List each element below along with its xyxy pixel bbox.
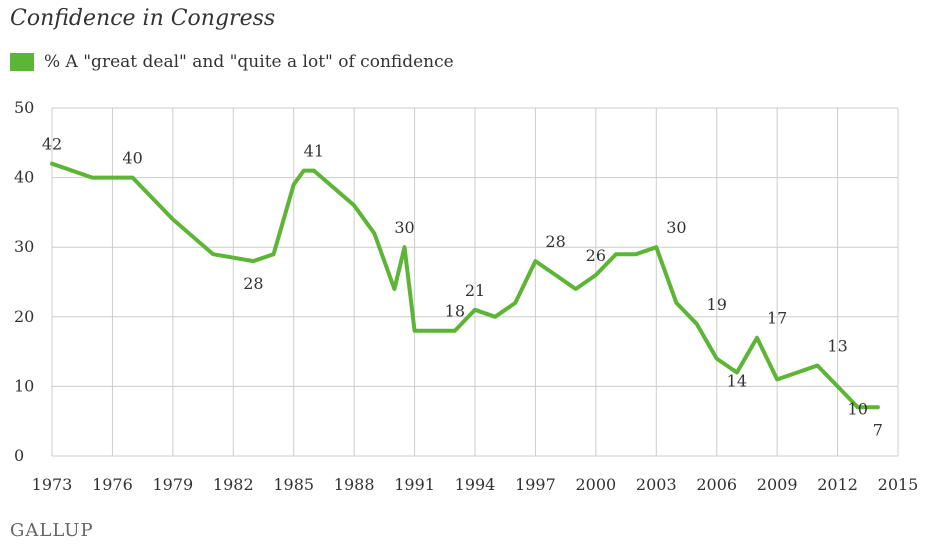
series (50, 161, 880, 410)
x-tick-label: 1988 (334, 475, 375, 494)
data-label: 10 (848, 399, 868, 418)
data-label: 28 (243, 274, 263, 293)
gallup-logo: GALLUP (10, 520, 94, 541)
data-label: 19 (707, 295, 727, 314)
x-tick-label: 1979 (152, 475, 193, 494)
data-label: 30 (666, 218, 686, 237)
chart-title: Confidence in Congress (10, 6, 276, 31)
data-label: 28 (545, 232, 565, 251)
legend-label: % A "great deal" and "quite a lot" of co… (44, 52, 454, 72)
legend: % A "great deal" and "quite a lot" of co… (10, 52, 454, 72)
x-axis-ticks: 1973 1976 1979 1982 1985 1988 1991 1994 1997 2000… (32, 475, 919, 494)
x-tick-label: 2012 (817, 475, 858, 494)
x-tick-label: 1997 (515, 475, 556, 494)
data-label: 13 (827, 337, 847, 356)
data-label: 41 (304, 142, 324, 161)
x-tick-label: 1994 (455, 475, 496, 494)
data-label: 42 (42, 135, 62, 154)
data-label: 30 (394, 218, 414, 237)
y-tick-label: 10 (14, 376, 34, 395)
data-label: 7 (873, 420, 883, 439)
grid (51, 107, 899, 457)
y-tick-label: 0 (14, 446, 24, 465)
x-tick-label: 1985 (273, 475, 314, 494)
data-label: 17 (767, 309, 787, 328)
x-tick-label: 2003 (636, 475, 677, 494)
y-tick-label: 20 (14, 307, 34, 326)
x-tick-label: 1976 (92, 475, 133, 494)
y-axis-ticks: 0 10 20 30 40 50 (14, 98, 34, 465)
x-tick-label: 1991 (394, 475, 435, 494)
x-tick-label: 1982 (213, 475, 254, 494)
x-tick-label: 2006 (696, 475, 737, 494)
data-label: 14 (727, 372, 747, 391)
data-label: 26 (586, 246, 606, 265)
data-label: 21 (465, 281, 485, 300)
x-tick-label: 2015 (878, 475, 919, 494)
y-tick-label: 40 (14, 168, 34, 187)
data-label: 18 (445, 302, 465, 321)
data-label: 40 (122, 149, 142, 168)
x-tick-label: 2009 (757, 475, 798, 494)
y-tick-label: 30 (14, 237, 34, 256)
y-tick-label: 50 (14, 98, 34, 117)
series-line (50, 161, 880, 410)
legend-swatch (10, 53, 34, 71)
x-tick-label: 1973 (32, 475, 73, 494)
x-tick-label: 2000 (575, 475, 616, 494)
